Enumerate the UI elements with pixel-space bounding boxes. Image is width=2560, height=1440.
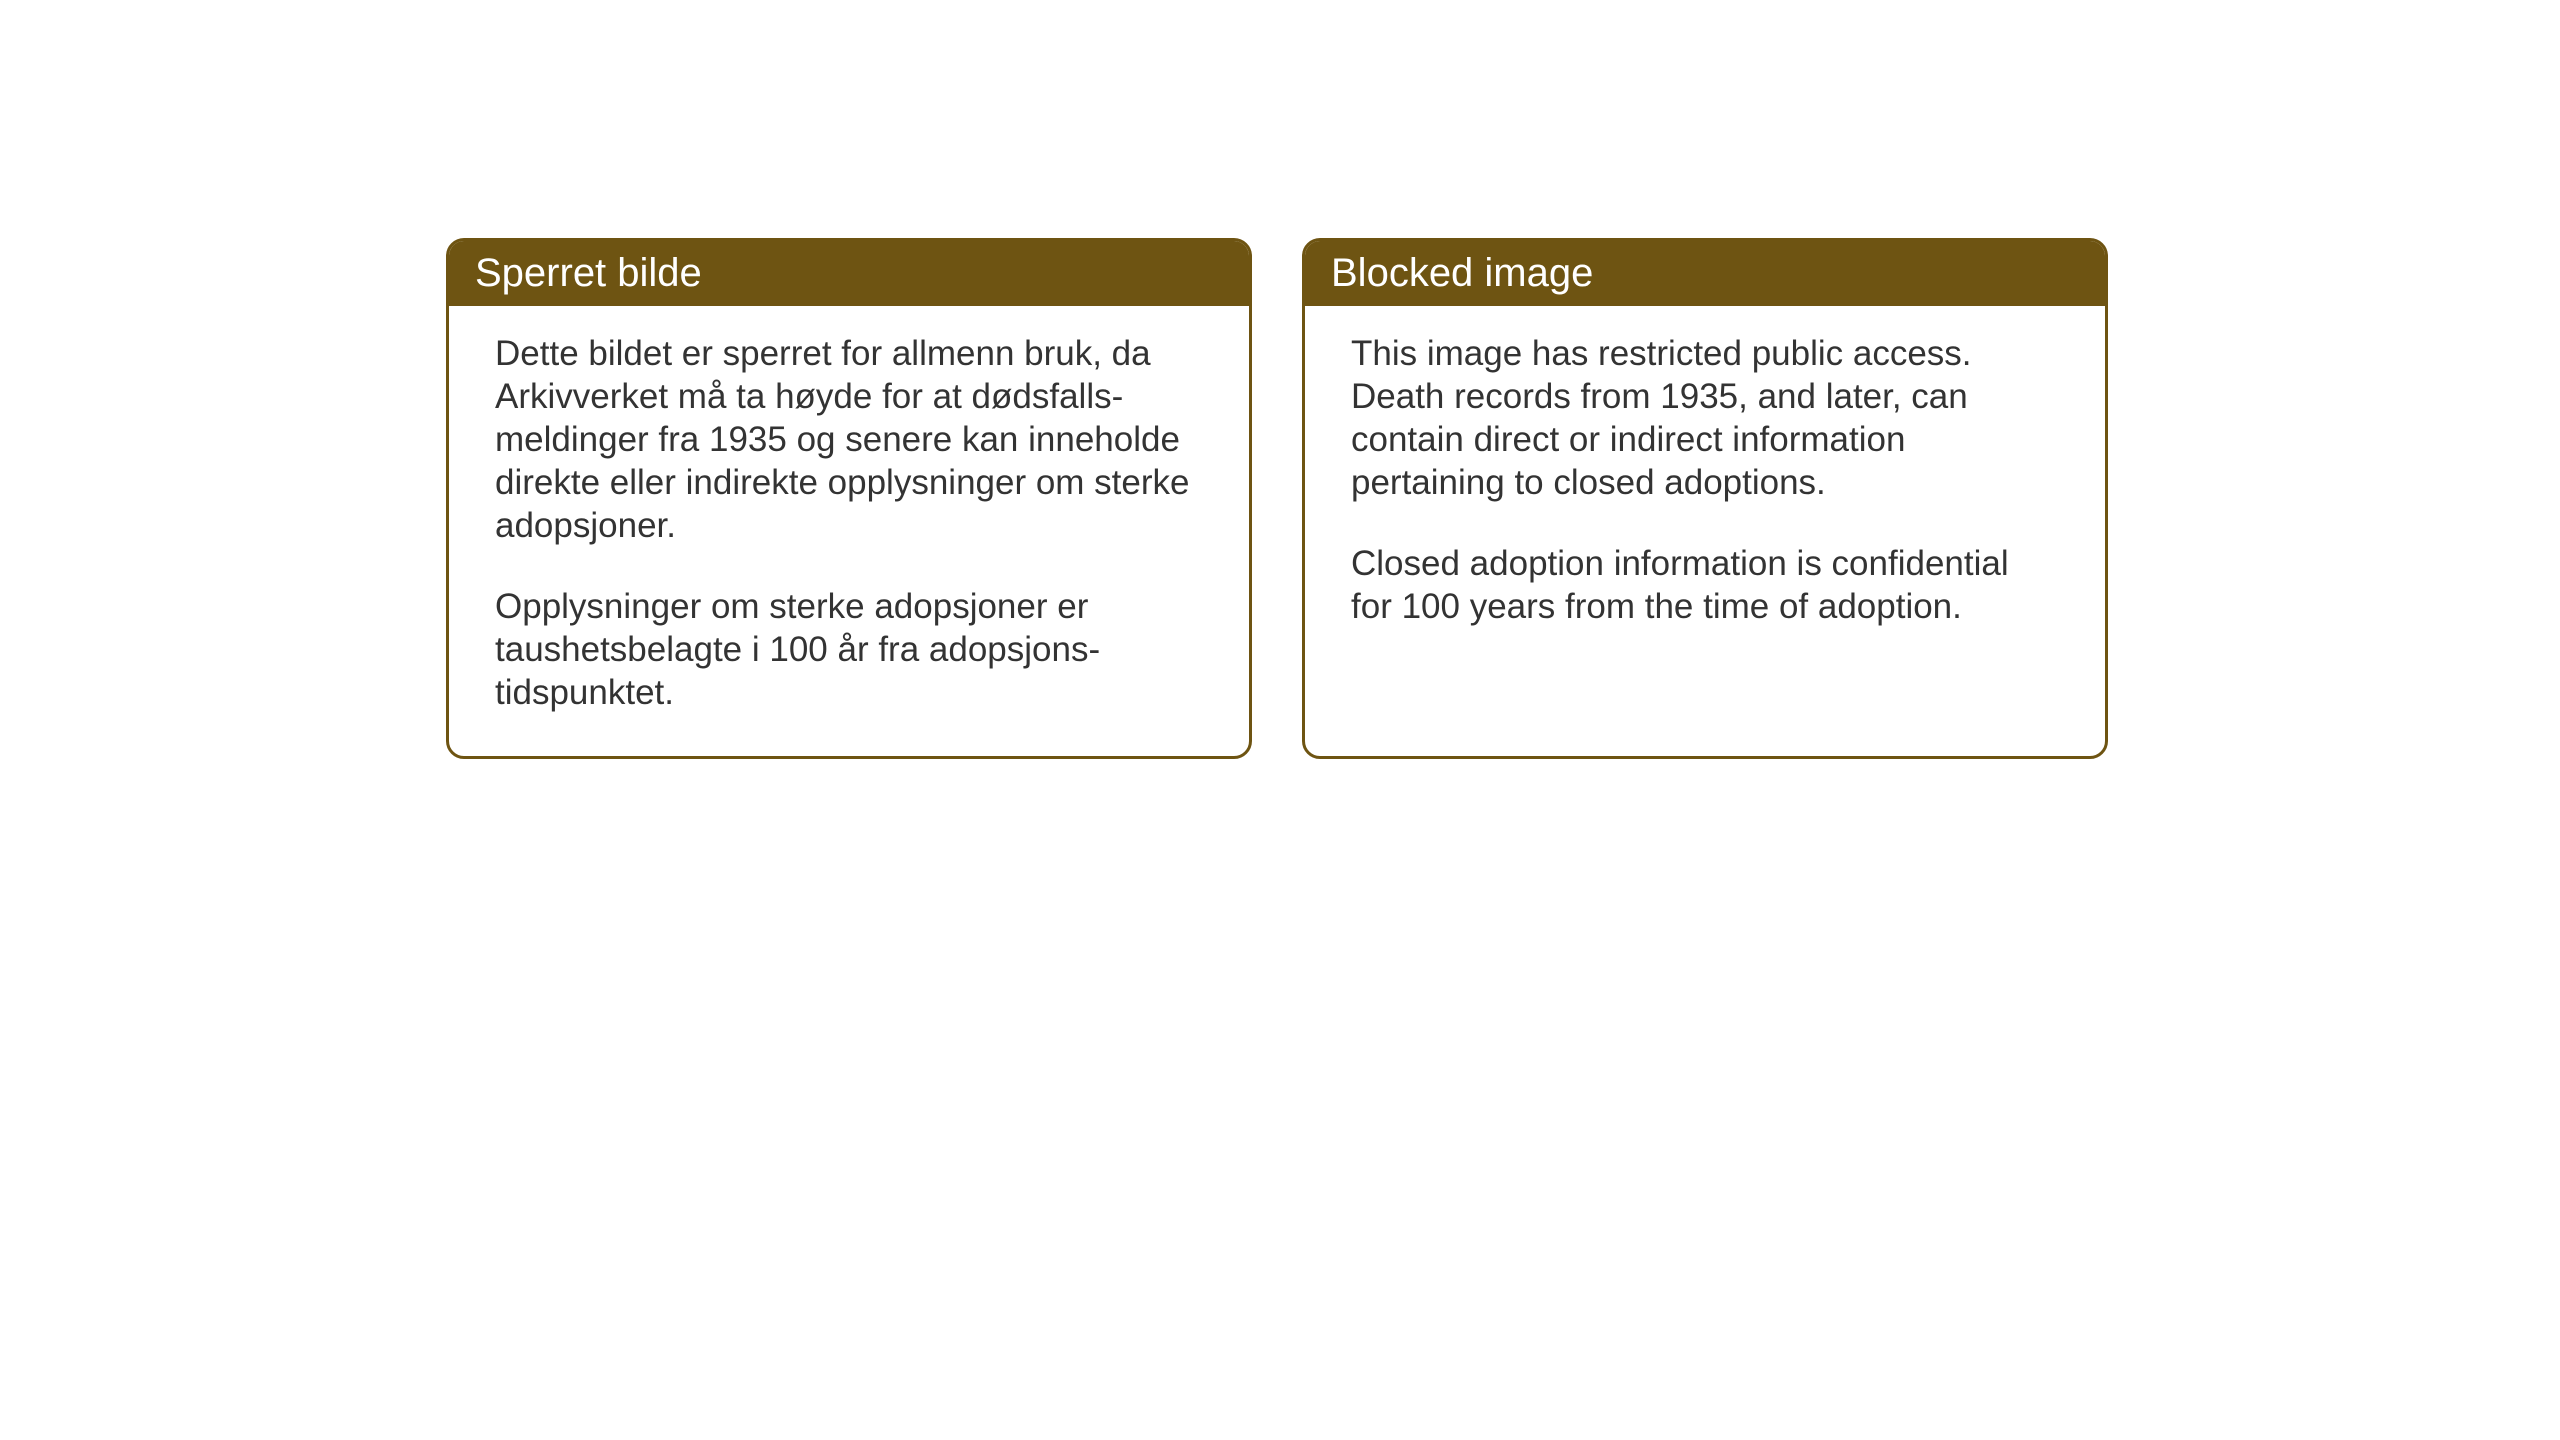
english-card-body: This image has restricted public access.…	[1305, 306, 2105, 756]
english-paragraph-1: This image has restricted public access.…	[1351, 332, 2059, 504]
norwegian-paragraph-1: Dette bildet er sperret for allmenn bruk…	[495, 332, 1203, 547]
notice-container: Sperret bilde Dette bildet er sperret fo…	[446, 238, 2108, 759]
norwegian-card-body: Dette bildet er sperret for allmenn bruk…	[449, 306, 1249, 756]
english-card-title: Blocked image	[1305, 241, 2105, 306]
norwegian-notice-card: Sperret bilde Dette bildet er sperret fo…	[446, 238, 1252, 759]
norwegian-card-title: Sperret bilde	[449, 241, 1249, 306]
english-notice-card: Blocked image This image has restricted …	[1302, 238, 2108, 759]
norwegian-paragraph-2: Opplysninger om sterke adopsjoner er tau…	[495, 585, 1203, 714]
english-paragraph-2: Closed adoption information is confident…	[1351, 542, 2059, 628]
